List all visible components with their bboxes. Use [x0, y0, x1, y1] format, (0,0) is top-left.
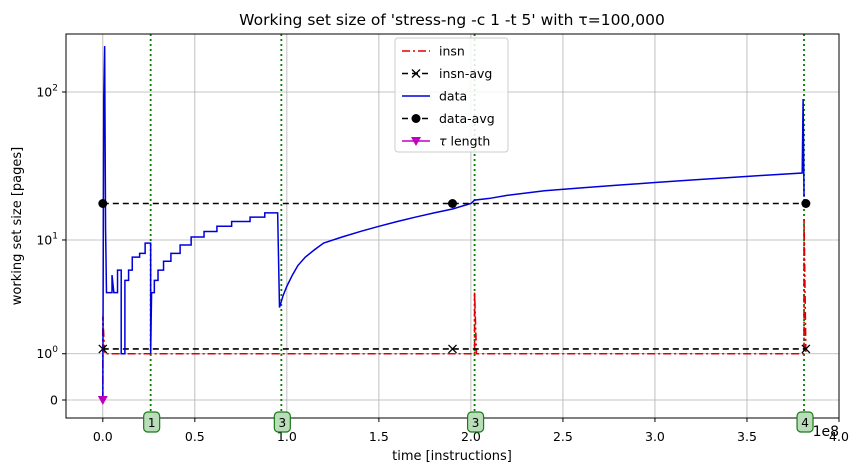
- x-tick-label: 2.0: [461, 429, 481, 444]
- y-axis-ticks: 0 100 101 102: [36, 84, 66, 408]
- legend-label-insn: insn: [439, 44, 465, 59]
- series-marker-length: [97, 396, 108, 405]
- phase-marker-box: [143, 411, 161, 433]
- series-marker-insn-avg: [801, 344, 811, 354]
- series-marker-insn-avg: [448, 344, 457, 354]
- y-axis-label: working set size [pages]: [10, 147, 25, 305]
- x-axis-offset: 1e8: [813, 424, 839, 440]
- x-tick-label: 1.0: [277, 429, 297, 444]
- phase-marker-label: 1: [148, 416, 156, 430]
- legend-label-insn-avg: insn-avg: [439, 66, 492, 81]
- x-tick-label: 2.5: [553, 429, 573, 444]
- phase-marker-box: [796, 411, 814, 433]
- x-tick-label: 0.5: [185, 429, 205, 444]
- chart-title: Working set size of 'stress-ng -c 1 -t 5…: [239, 11, 665, 29]
- phase-marker-label: 3: [472, 416, 480, 430]
- phase-marker-labels: 1 3 3 4: [143, 411, 814, 433]
- x-tick-label: 3.5: [737, 429, 757, 444]
- legend-marker-data-avg: [411, 114, 421, 123]
- series-line-data: [102, 46, 805, 401]
- x-tick-label: 0.0: [93, 429, 113, 444]
- y-tick-label: 102: [36, 84, 58, 100]
- phase-marker-label: 3: [279, 416, 287, 430]
- x-tick-label: 4.0: [829, 429, 849, 444]
- x-tick-label: 1.5: [369, 429, 389, 444]
- x-axis-ticks: 0.0 0.5 1.0 1.5 2.0 2.5 3.0 3.5 4.0: [93, 418, 849, 444]
- series-marker-data-avg: [801, 198, 811, 208]
- series-marker-data-avg: [98, 198, 108, 208]
- x-tick-label: 3.0: [645, 429, 665, 444]
- legend-label-data: data: [439, 89, 467, 104]
- series-marker-insn-avg: [98, 344, 108, 354]
- legend-marker-length: [411, 137, 421, 146]
- legend-box: [394, 37, 509, 153]
- plot-frame: [65, 33, 840, 419]
- series-marker-data-avg: [448, 198, 457, 208]
- data-series: [102, 46, 807, 401]
- legend-label-length: τ length: [439, 134, 490, 149]
- x-axis-label: time [instructions]: [392, 449, 512, 464]
- phase-marker-label: 4: [801, 416, 809, 430]
- legend: insn insn-avg data data-avg τ length: [394, 37, 509, 153]
- phase-marker-box: [273, 411, 291, 433]
- y-tick-label: 100: [36, 345, 58, 361]
- y-tick-label: 0: [50, 393, 58, 408]
- legend-marker-insn-avg: [411, 69, 421, 78]
- legend-label-data-avg: data-avg: [439, 111, 495, 126]
- phase-marker-box: [466, 411, 485, 433]
- y-tick-label: 101: [36, 231, 58, 247]
- series-markers: [97, 198, 811, 405]
